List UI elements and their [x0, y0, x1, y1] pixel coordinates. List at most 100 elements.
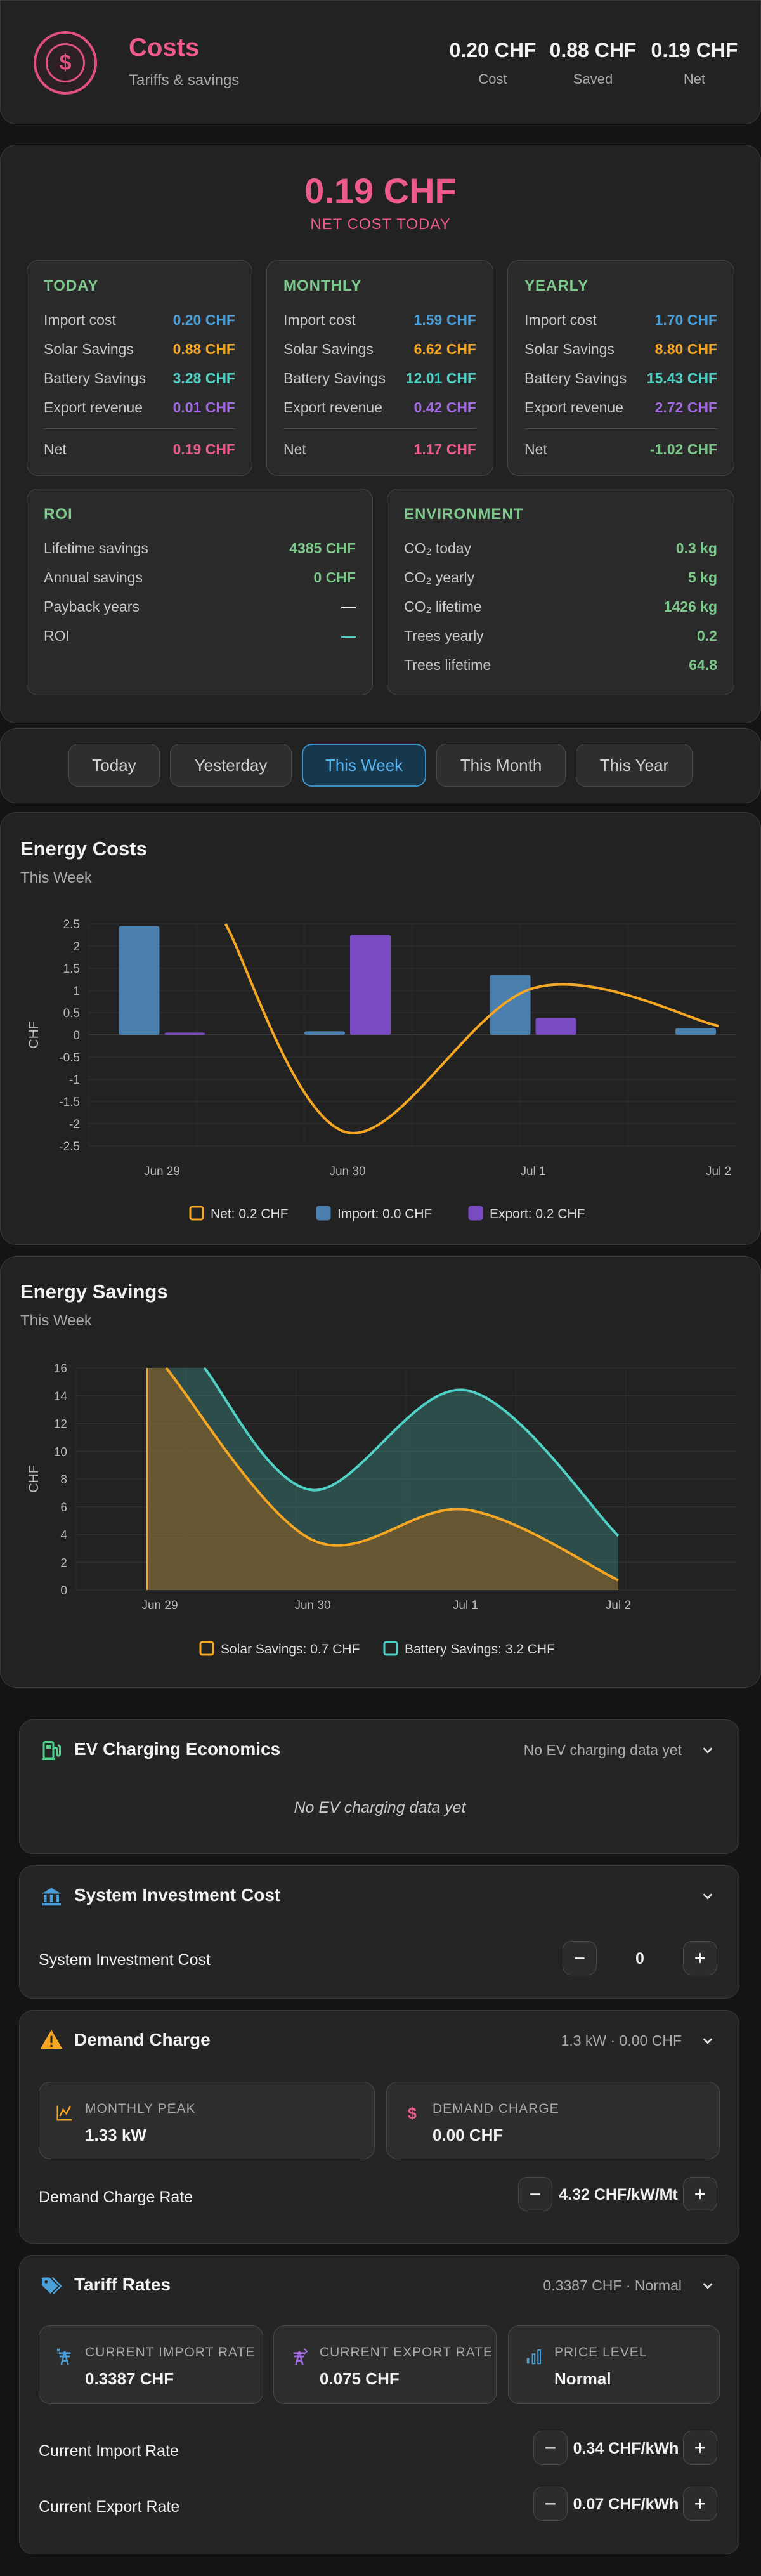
row-label: Export revenue	[283, 398, 382, 416]
y-tick-label: 8	[60, 1473, 67, 1487]
row-value: —	[341, 598, 356, 615]
investment-decrement-button[interactable]: −	[563, 1941, 597, 1975]
y-tick-label: 12	[54, 1418, 67, 1431]
ev-empty-message: No EV charging data yet	[294, 1799, 466, 1817]
legend-label: Import: 0.0 CHF	[337, 1207, 432, 1221]
investment-value[interactable]: 0	[635, 1950, 644, 1968]
y-tick-label: -0.5	[59, 1051, 80, 1065]
chevron-down-icon[interactable]	[698, 2276, 717, 2295]
tag-icon	[39, 2273, 64, 2299]
header-stat-net: 0.19 CHF Net	[650, 39, 739, 88]
monthly-row-export: Export revenue 0.42 CHF	[283, 398, 476, 417]
yearly-row-net: Net -1.02 CHF	[524, 440, 717, 459]
y-tick-label: -1.5	[59, 1096, 80, 1109]
legend-swatch	[316, 1206, 331, 1221]
row-value: 64.8	[689, 656, 717, 673]
price-level-label: PRICE LEVEL	[554, 2345, 647, 2360]
export-rate-decrement-button[interactable]: −	[533, 2487, 568, 2521]
demand-charge-title: Demand Charge	[74, 2030, 211, 2049]
y-tick-label: 0.5	[63, 1007, 80, 1020]
header-stat-value: 0.88 CHF	[549, 39, 637, 62]
tab-this-month[interactable]: This Month	[436, 744, 566, 787]
export-rate-input[interactable]: 0.07 CHF/kWh	[573, 2495, 679, 2513]
tab-yesterday[interactable]: Yesterday	[170, 744, 292, 787]
row-label: Battery Savings	[44, 369, 146, 386]
demand-rate-increment-button[interactable]: +	[683, 2177, 717, 2211]
row-label: Solar Savings	[44, 340, 134, 357]
investment-field-label: System Investment Cost	[39, 1951, 211, 1969]
y-tick-label: 6	[60, 1501, 67, 1515]
tower-import-icon	[53, 2345, 76, 2368]
import-rate-increment-button[interactable]: +	[683, 2431, 717, 2465]
x-tick-label: Jun 30	[329, 1165, 365, 1178]
row-label: Import cost	[44, 311, 116, 328]
row-value: 0.20 CHF	[172, 311, 235, 328]
yearly-card: YEARLY Import cost 1.70 CHF Solar Savings…	[507, 260, 734, 476]
export-bar	[164, 1032, 205, 1035]
row-label: Lifetime savings	[44, 539, 148, 556]
tab-this-year[interactable]: This Year	[576, 744, 693, 787]
y-tick-label: 2	[60, 1556, 67, 1570]
y-tick-label: 1	[73, 985, 80, 998]
price-level-card: PRICE LEVEL Normal	[508, 2325, 720, 2404]
y-tick-label: 16	[54, 1362, 67, 1376]
dollar-coin-icon: $	[34, 31, 97, 95]
y-tick-label: 0	[73, 1029, 80, 1042]
legend-swatch	[468, 1206, 483, 1221]
roi-title: ROI	[44, 506, 73, 523]
tariff-rates-title: Tariff Rates	[74, 2275, 171, 2294]
row-value: 4385 CHF	[289, 539, 356, 556]
header-stat-value: 0.19 CHF	[651, 39, 738, 62]
today-row-net: Net 0.19 CHF	[44, 440, 235, 459]
legend-label: Export: 0.2 CHF	[490, 1207, 585, 1221]
row-label: Payback years	[44, 598, 140, 615]
import-rate-value: 0.3387 CHF	[85, 2369, 174, 2388]
energy-savings-title: Energy Savings	[20, 1280, 168, 1303]
demand-charge-value: 0.00 CHF	[433, 2126, 504, 2145]
row-value: 0.42 CHF	[413, 398, 476, 416]
import-rate-decrement-button[interactable]: −	[533, 2431, 568, 2465]
legend-label: Net: 0.2 CHF	[211, 1207, 289, 1221]
chevron-down-icon[interactable]	[698, 1886, 717, 1905]
warning-icon	[39, 2027, 64, 2053]
roi-row: Lifetime savings 4385 CHF	[44, 539, 356, 558]
roi-row: Annual savings 0 CHF	[44, 568, 356, 587]
investment-increment-button[interactable]: +	[683, 1941, 717, 1975]
legend-label: Battery Savings: 3.2 CHF	[405, 1642, 555, 1657]
ev-station-icon	[39, 1738, 64, 1763]
export-rate-field-label: Current Export Rate	[39, 2498, 180, 2516]
tab-today[interactable]: Today	[68, 744, 160, 787]
chevron-down-icon[interactable]	[698, 1740, 717, 1759]
bank-icon	[39, 1884, 64, 1909]
export-rate-value: 0.075 CHF	[320, 2369, 400, 2388]
import-rate-input[interactable]: 0.34 CHF/kWh	[573, 2440, 679, 2457]
import-bar	[119, 926, 160, 1035]
net-cost-value: 0.19 CHF	[304, 171, 457, 211]
y-tick-label: 1.5	[63, 963, 80, 976]
demand-charge-status: 1.3 kW · 0.00 CHF	[561, 2032, 682, 2049]
row-label: Net	[524, 440, 547, 457]
ev-charging-status: No EV charging data yet	[523, 1742, 682, 1758]
row-value: 2.72 CHF	[654, 398, 717, 416]
tab-this-week[interactable]: This Week	[302, 744, 426, 787]
energy-savings-chart: 16 14 12 10 8 6 4 2 0 CHF Jun 29 Jun 30 Jul 1 Jul 2 So…	[27, 1362, 736, 1657]
demand-rate-decrement-button[interactable]: −	[518, 2177, 552, 2211]
row-label: ROI	[44, 627, 70, 644]
x-tick-label: Jul 1	[453, 1599, 478, 1612]
header-stat-label: Saved	[573, 71, 613, 87]
x-tick-label: Jul 1	[520, 1165, 545, 1178]
x-tick-label: Jul 2	[606, 1599, 631, 1612]
demand-rate-value[interactable]: 4.32 CHF/kW/Mt	[559, 2186, 678, 2204]
y-tick-label: -1	[69, 1074, 80, 1087]
today-row-battery: Battery Savings 3.28 CHF	[44, 369, 235, 388]
today-title: TODAY	[44, 277, 99, 294]
export-rate-increment-button[interactable]: +	[683, 2487, 717, 2521]
x-tick-label: Jun 29	[144, 1165, 180, 1178]
row-value: 1.70 CHF	[654, 311, 717, 328]
chevron-down-icon[interactable]	[698, 2031, 717, 2050]
y-tick-label: 2.5	[63, 918, 80, 931]
import-bar	[675, 1028, 717, 1035]
row-value: 6.62 CHF	[413, 340, 476, 357]
row-label: Export revenue	[44, 398, 143, 416]
yearly-row-solar: Solar Savings 8.80 CHF	[524, 339, 717, 358]
